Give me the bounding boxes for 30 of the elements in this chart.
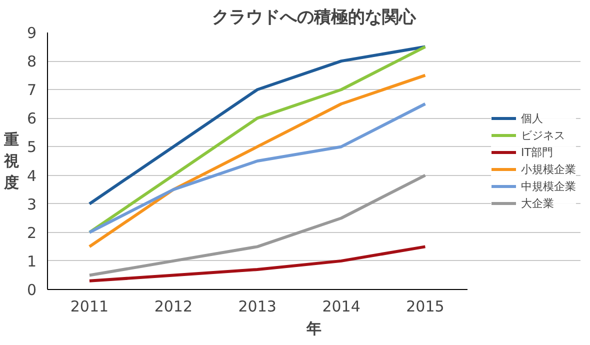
x-tick-label: 2014 (322, 298, 360, 316)
y-tick-label: 8 (26, 52, 37, 71)
y-tick-label: 7 (26, 81, 37, 100)
y-tick-label: 5 (26, 138, 37, 156)
x-tick-label: 2011 (70, 298, 109, 316)
line-series (88, 245, 427, 282)
y-tick-label: 0 (26, 281, 37, 299)
y-axis-title: 重視度 (2, 130, 20, 192)
y-tick-label: 1 (26, 252, 37, 270)
x-tick-label: 2015 (406, 298, 444, 316)
legend-label: 小規模企業 (521, 162, 576, 176)
x-tick-label: 2013 (238, 298, 276, 316)
legend-label: 個人 (521, 110, 543, 126)
line-series (88, 45, 427, 234)
legend-label: ビジネス (521, 128, 565, 142)
y-tick-label: 3 (26, 195, 37, 214)
line-series (88, 45, 427, 206)
y-tick-label: 9 (26, 24, 37, 42)
legend-label: 中規模企業 (521, 178, 576, 194)
legend-label: 大企業 (521, 196, 554, 210)
legend-label: IT部門 (521, 144, 553, 160)
y-tick-label: 4 (26, 166, 37, 185)
line-series (88, 174, 427, 277)
x-tick-label: 2012 (154, 298, 193, 316)
line-series (88, 74, 427, 248)
x-axis-title: 年 (306, 320, 322, 338)
line-series (88, 102, 427, 234)
y-tick-label: 6 (26, 110, 37, 128)
chart-title: クラウドへの積極的な関心 (212, 8, 417, 28)
y-tick-label: 2 (26, 224, 37, 242)
